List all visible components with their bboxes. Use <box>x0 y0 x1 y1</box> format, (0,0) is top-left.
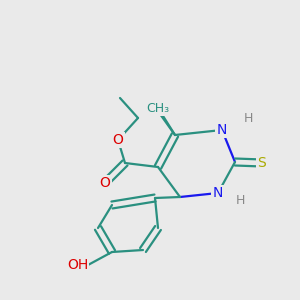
Text: N: N <box>213 186 223 200</box>
Text: H: H <box>243 112 253 124</box>
Text: CH₃: CH₃ <box>146 101 170 115</box>
Text: S: S <box>258 156 266 170</box>
Text: OH: OH <box>67 258 88 272</box>
Text: O: O <box>112 133 123 147</box>
Text: H: H <box>235 194 245 206</box>
Text: O: O <box>100 176 110 190</box>
Text: N: N <box>217 123 227 137</box>
